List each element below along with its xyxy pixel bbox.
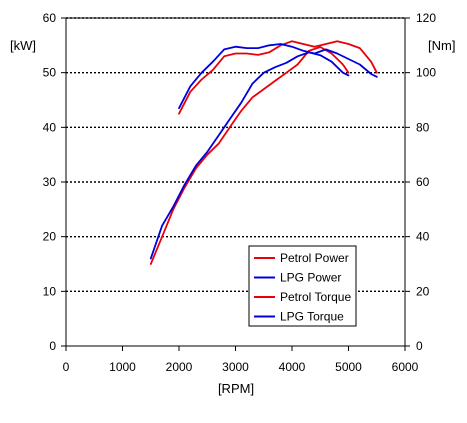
- legend: Petrol Power LPG Power Petrol Torque LPG To…: [248, 245, 357, 327]
- x-tick-label: 4000: [279, 360, 306, 374]
- right-tick-label: 20: [416, 284, 430, 298]
- petrol-power-line: [149, 46, 350, 265]
- x-tick-label: 0: [63, 360, 70, 374]
- x-tick-label: 2000: [166, 360, 193, 374]
- series-lines: [149, 40, 378, 265]
- right-tick-label: 120: [416, 11, 436, 25]
- left-tick-label: 0: [49, 339, 56, 353]
- right-tick-label: 40: [416, 230, 430, 244]
- right-axis-label: [Nm]: [428, 38, 455, 53]
- right-tick-label: 60: [416, 175, 430, 189]
- x-tick-label: 6000: [392, 360, 419, 374]
- legend-label-lpg-torque: LPG Torque: [280, 310, 344, 324]
- left-tick-label: 40: [43, 120, 57, 134]
- left-tick-label: 10: [43, 284, 57, 298]
- legend-label-petrol-torque: Petrol Torque: [280, 290, 351, 304]
- lpg-power-line: [149, 51, 350, 260]
- left-tick-label: 30: [43, 175, 57, 189]
- left-axis-label: [kW]: [10, 38, 36, 53]
- left-tick-label: 60: [43, 11, 57, 25]
- left-tick-label: 50: [43, 66, 57, 80]
- right-tick-label: 80: [416, 120, 430, 134]
- lpg-torque-line: [178, 43, 378, 110]
- x-tick-label: 1000: [109, 360, 136, 374]
- legend-box: [248, 245, 357, 327]
- petrol-torque-line: [178, 40, 378, 115]
- left-axis-ticks: 0 10 20 30 40 50 60: [43, 11, 66, 353]
- left-tick-label: 20: [43, 230, 57, 244]
- right-axis-ticks: 0 20 40 60 80 100 120: [405, 11, 436, 353]
- legend-label-petrol-power: Petrol Power: [280, 251, 349, 265]
- right-tick-label: 0: [416, 339, 423, 353]
- x-tick-label: 5000: [335, 360, 362, 374]
- x-tick-label: 3000: [222, 360, 249, 374]
- x-axis-label: [RPM]: [218, 381, 254, 396]
- x-axis-ticks: 0 1000 2000 3000 4000 5000 6000: [63, 346, 419, 374]
- legend-label-lpg-power: LPG Power: [280, 271, 341, 285]
- right-tick-label: 100: [416, 66, 436, 80]
